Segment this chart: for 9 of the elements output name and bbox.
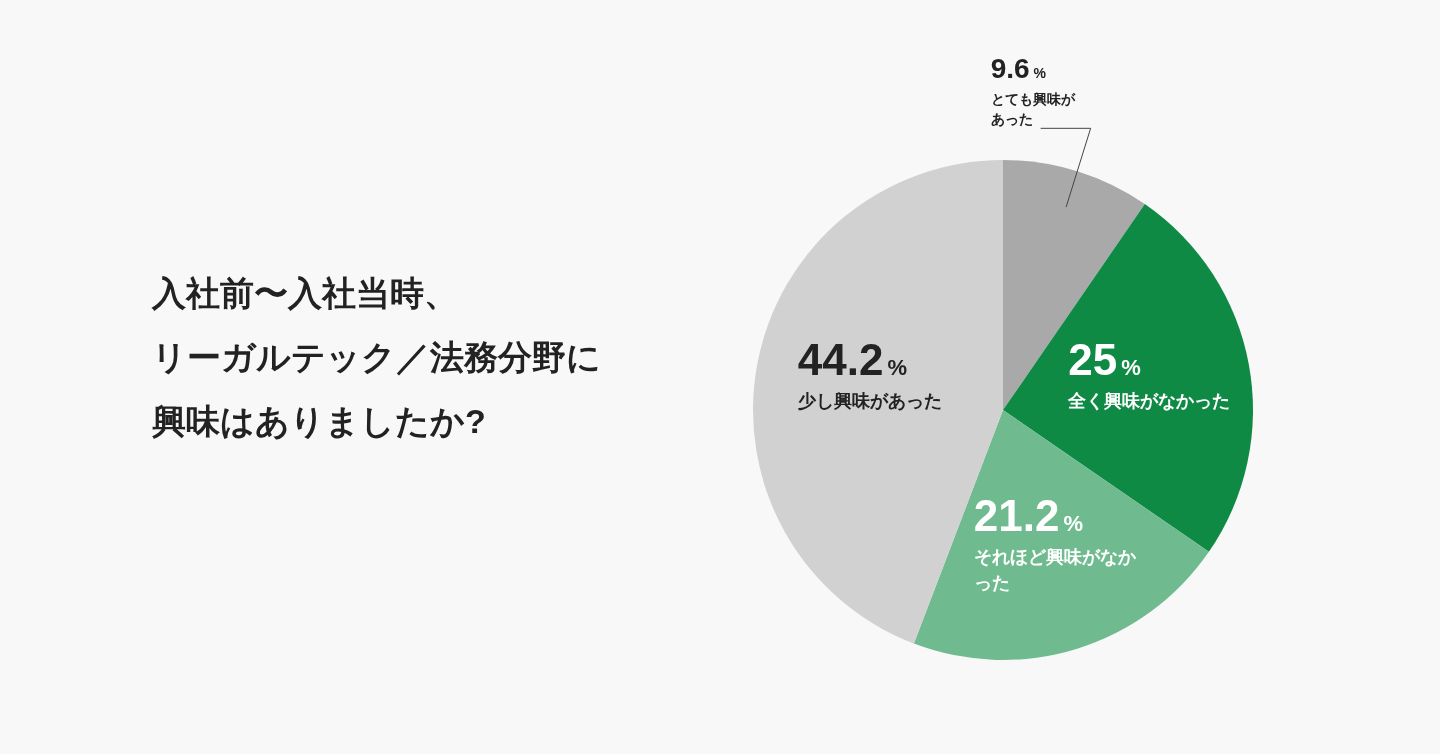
data-label: 25% — [1068, 335, 1141, 385]
slice-label: 少し興味があった — [797, 391, 942, 412]
data-label: 44.2% — [797, 335, 907, 385]
data-label: 21.2% — [973, 491, 1084, 541]
data-label: 9.6% — [990, 53, 1047, 85]
text: 入社前〜入社当時、リーガルテック／法務分野に興味はありましたか? — [151, 274, 601, 440]
slice-label: とても興味があった — [990, 91, 1076, 128]
slice-label: それほど興味がなかった — [973, 547, 1137, 594]
slice-label: 全く興味がなかった — [1067, 391, 1231, 412]
